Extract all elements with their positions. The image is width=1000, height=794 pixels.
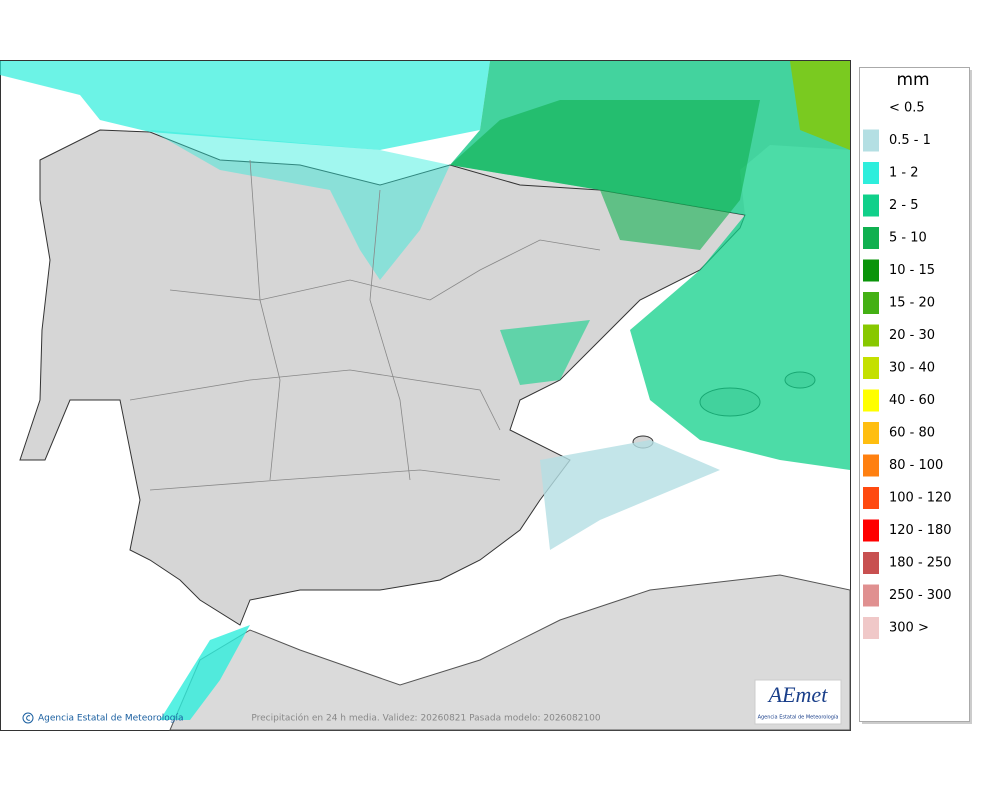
logo-subtitle: Agencia Estatal de Meteorología <box>758 714 839 721</box>
logo: AEmet Agencia Estatal de Meteorología <box>754 679 842 725</box>
borders <box>129 159 601 491</box>
legend-label: 250 - 300 <box>889 588 952 603</box>
precip-area <box>500 320 590 385</box>
legend-label: 10 - 15 <box>889 263 935 278</box>
legend-swatch <box>863 422 879 444</box>
legend-swatch <box>863 162 879 184</box>
precip-area <box>450 100 760 250</box>
legend-label: 120 - 180 <box>889 523 952 538</box>
legend-label: 300 > <box>889 621 929 636</box>
legend-swatch <box>863 292 879 314</box>
legend-swatch <box>863 324 879 347</box>
legend-swatch <box>863 519 879 542</box>
legend-label: 30 - 40 <box>889 361 935 376</box>
copyright-icon <box>26 715 31 721</box>
iberia <box>19 129 746 626</box>
logo-name: AEmet <box>767 682 829 707</box>
legend: mm < 0.5 0.5 - 1 1 - 2 2 - 5 5 - 10 10 - 15 15… <box>859 67 972 724</box>
legend-swatch <box>863 487 879 509</box>
legend-swatch <box>863 552 879 574</box>
legend-label: 5 - 10 <box>889 231 927 246</box>
precip-area <box>0 61 490 150</box>
legend-label: 60 - 80 <box>889 426 935 441</box>
legend-swatch <box>863 129 879 152</box>
precip-area <box>160 625 250 720</box>
legend-title: mm <box>896 70 929 90</box>
legend-label: 180 - 250 <box>889 556 952 571</box>
legend-swatch <box>863 357 879 379</box>
legend-label: 1 - 2 <box>889 166 919 181</box>
copyright-icon <box>22 712 34 724</box>
legend-label: 40 - 60 <box>889 393 935 408</box>
legend-swatch <box>863 194 879 217</box>
precip-area <box>540 440 720 550</box>
credit: Agencia Estatal de Meteorología <box>38 714 184 724</box>
legend-label: 100 - 120 <box>889 491 952 506</box>
precip-area <box>790 61 850 150</box>
legend-label: 80 - 100 <box>889 458 943 473</box>
legend-swatch <box>863 584 879 607</box>
legend-swatch <box>863 389 879 412</box>
credit-block: Agencia Estatal de Meteorología <box>22 712 184 724</box>
legend-label: 15 - 20 <box>889 296 935 311</box>
legend-swatch <box>863 454 879 477</box>
legend-swatch <box>863 259 879 282</box>
legend-label: < 0.5 <box>889 101 925 116</box>
map: Agencia Estatal de Meteorología Precipit… <box>0 60 851 731</box>
legend-swatch <box>863 617 879 639</box>
legend-label: 2 - 5 <box>889 198 919 213</box>
logo-box <box>754 679 842 725</box>
legend-swatch <box>863 227 879 249</box>
legend-label: 20 - 30 <box>889 328 935 343</box>
legend-label: 0.5 - 1 <box>889 133 931 148</box>
caption: Precipitación en 24 h media. Validez: 20… <box>251 713 601 724</box>
